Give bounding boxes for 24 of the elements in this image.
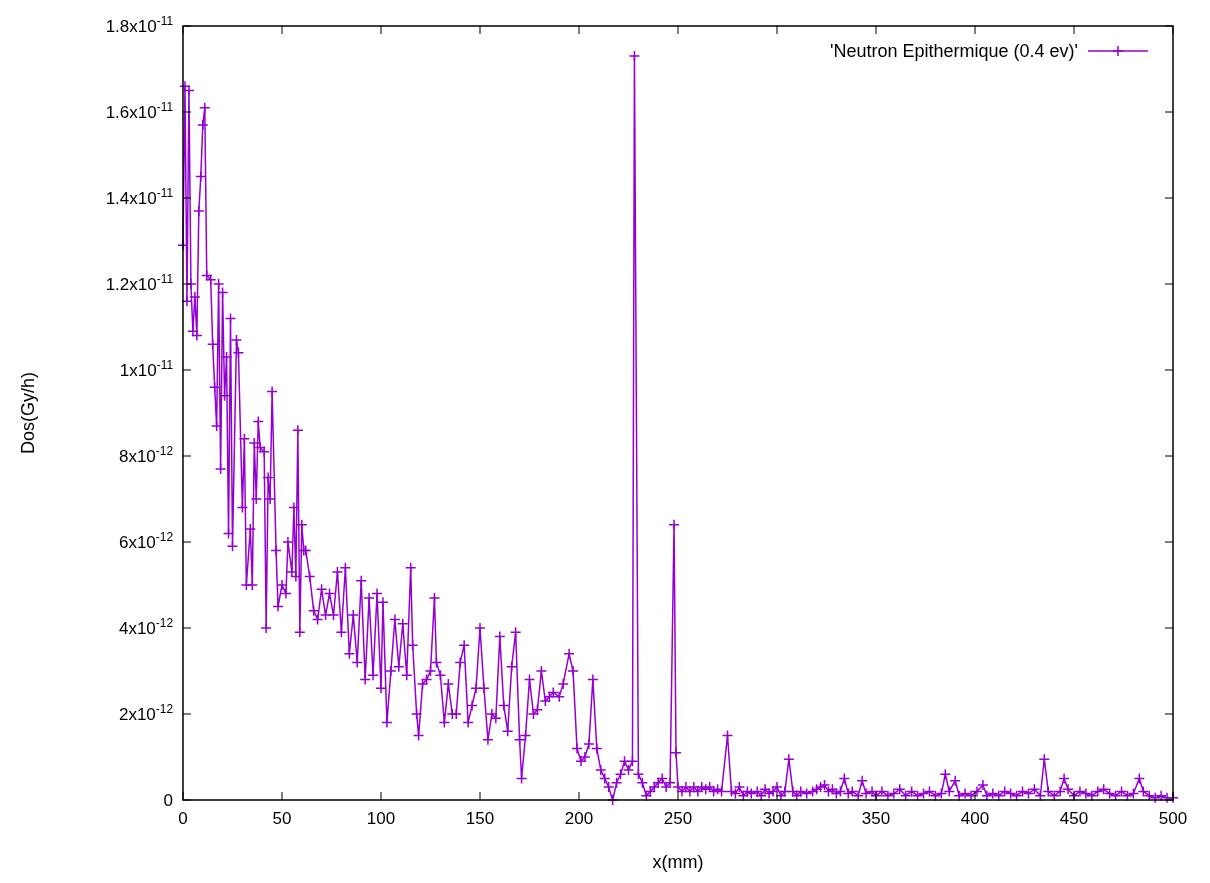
x-tick-label: 500: [1158, 809, 1188, 828]
x-tick-label: 400: [960, 809, 990, 828]
x-tick-label: 0: [178, 809, 188, 828]
x-axis-title: x(mm): [652, 852, 704, 872]
x-tick-label: 250: [663, 809, 693, 828]
y-tick-label: 8x10$^{-12}$: [118, 444, 174, 466]
x-tick-label: 100: [366, 809, 396, 828]
x-tick-label: 200: [564, 809, 594, 828]
x-tick-label: 350: [861, 809, 891, 828]
y-tick-label: 1.6x10$^{-11}$: [105, 100, 174, 122]
x-tick-label: 150: [465, 809, 495, 828]
x-tick-label: 50: [272, 809, 292, 828]
x-tick-label: 300: [762, 809, 792, 828]
legend-label: 'Neutron Epithermique (0.4 ev)': [830, 41, 1078, 61]
y-tick-label: 6x10$^{-12}$: [118, 530, 174, 552]
y-tick-label: 0: [163, 791, 173, 810]
y-tick-label: 1x10$^{-11}$: [119, 358, 174, 380]
y-tick-label: 1.4x10$^{-11}$: [105, 186, 174, 208]
y-axis-title: Dos(Gy/h): [18, 371, 38, 455]
y-tick-label: 4x10$^{-12}$: [118, 616, 174, 638]
x-tick-label: 450: [1059, 809, 1089, 828]
y-tick-label: 1.8x10$^{-11}$: [105, 14, 174, 36]
y-tick-label: 1.2x10$^{-11}$: [105, 272, 174, 294]
y-tick-label: 2x10$^{-12}$: [118, 702, 174, 724]
